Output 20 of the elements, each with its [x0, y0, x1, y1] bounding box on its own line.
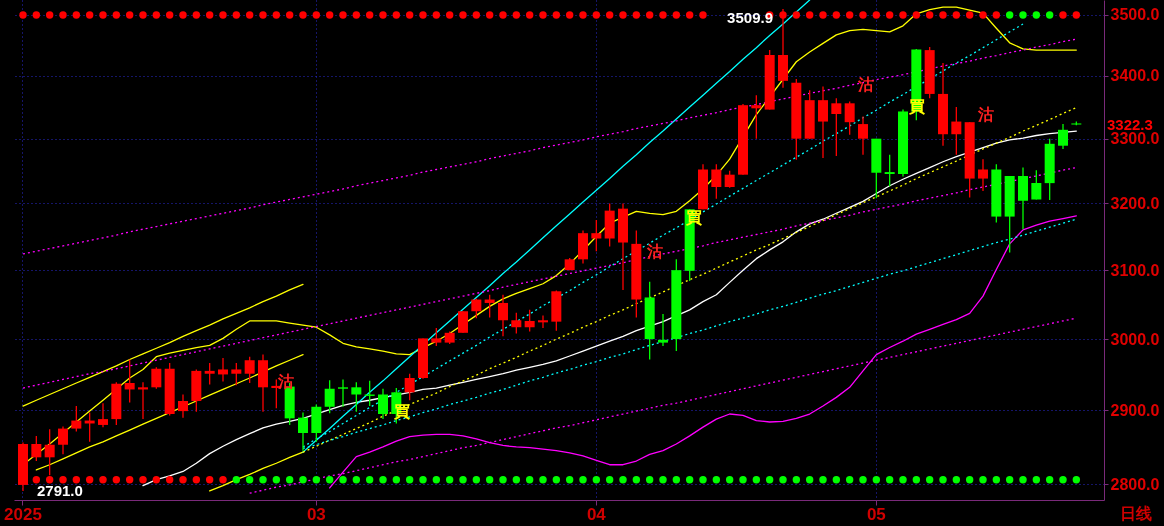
- y-tick-label: 3300.0: [1110, 130, 1160, 148]
- x-tick-label: 05: [866, 504, 886, 524]
- y-tick-label: 3200.0: [1110, 194, 1160, 212]
- y-tick-label: 3400.0: [1110, 67, 1160, 85]
- annotation: 沽: [977, 106, 994, 123]
- y-tick-label: 3100.0: [1110, 261, 1160, 279]
- annotation: 沽: [277, 373, 294, 390]
- text: 3322.3: [1107, 115, 1153, 133]
- x-tick-label: 2025: [4, 504, 42, 524]
- text: 3509.9: [727, 9, 773, 27]
- text: 日线: [1120, 505, 1152, 522]
- annotation: 沽: [857, 75, 874, 93]
- y-tick-label: 2900.0: [1110, 401, 1160, 419]
- x-tick-label: 03: [306, 504, 326, 524]
- y-tick-label: 2800.0: [1110, 475, 1160, 493]
- y-tick-label: 3000.0: [1110, 330, 1160, 348]
- y-tick-label: 3500.0: [1110, 6, 1160, 24]
- x-tick-label: 04: [586, 504, 607, 524]
- text: 2791.0: [37, 481, 83, 499]
- annotation: 沽: [646, 243, 663, 260]
